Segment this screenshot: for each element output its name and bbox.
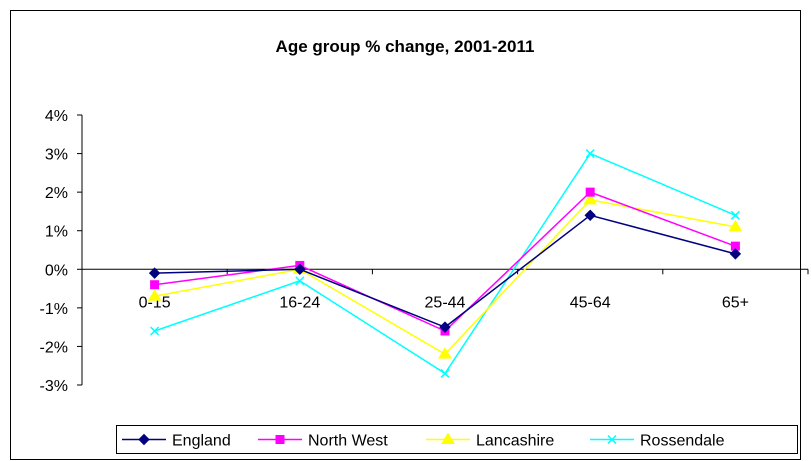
- data-point: [585, 187, 595, 197]
- data-point: [729, 248, 742, 260]
- data-point: [607, 434, 617, 445]
- x-tick-label: 16-24: [279, 294, 320, 311]
- x-tick-label: 45-64: [570, 294, 611, 311]
- plot-area: [147, 149, 743, 378]
- legend-label: Lancashire: [476, 433, 554, 450]
- data-point: [730, 210, 740, 220]
- data-point: [438, 347, 452, 359]
- legend-label: North West: [308, 433, 388, 450]
- data-point: [294, 263, 306, 275]
- y-tick-label: -3%: [40, 378, 68, 395]
- data-point: [150, 280, 160, 290]
- legend-item: Rossendale: [590, 433, 725, 450]
- y-tick-label: 2%: [45, 185, 68, 202]
- x-tick-label: 0-15: [139, 294, 171, 311]
- legend-item: North West: [258, 433, 388, 450]
- data-point: [138, 433, 150, 446]
- y-tick-label: 3%: [45, 147, 68, 164]
- y-tick-label: 1%: [45, 224, 68, 241]
- legend-label: Rossendale: [640, 433, 725, 450]
- chart-border: [10, 10, 801, 460]
- data-point: [147, 289, 162, 301]
- legend-item: England: [122, 433, 231, 450]
- chart-title: Age group % change, 2001-2011: [276, 37, 535, 56]
- legend-label: England: [172, 433, 231, 450]
- x-tick-label: 65+: [722, 294, 749, 311]
- axes: 4% 3% 2% 1% 0% -1% -2% -3% 0-15 16-24 25-44 45-64 65…: [40, 108, 809, 395]
- data-point: [150, 326, 160, 336]
- legend: England North West Lancashire Rossendale: [116, 425, 798, 454]
- data-point: [439, 321, 451, 333]
- legend-item: Lancashire: [426, 433, 554, 450]
- data-point: [583, 192, 598, 205]
- data-point: [440, 368, 450, 378]
- data-point: [728, 219, 743, 232]
- y-tick-label: -1%: [40, 301, 68, 318]
- data-point: [295, 276, 305, 286]
- y-tick-label: 0%: [45, 262, 68, 279]
- data-point: [148, 267, 161, 279]
- data-point: [585, 149, 595, 159]
- y-tick-label: -2%: [40, 339, 68, 356]
- y-tick-label: 4%: [45, 108, 68, 125]
- data-point: [584, 209, 596, 221]
- data-point: [441, 432, 455, 444]
- x-tick-label: 25-44: [425, 294, 466, 311]
- data-point: [275, 435, 285, 444]
